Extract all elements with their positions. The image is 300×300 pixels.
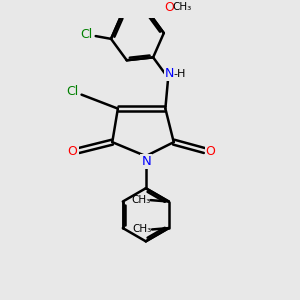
Text: N: N (165, 67, 174, 80)
Text: -H: -H (174, 69, 186, 79)
Text: O: O (68, 146, 77, 158)
Text: O: O (206, 146, 216, 158)
Text: CH₃: CH₃ (131, 195, 151, 205)
Text: Cl: Cl (81, 28, 93, 41)
Text: CH₃: CH₃ (133, 224, 152, 235)
Text: N: N (142, 155, 151, 168)
Text: Cl: Cl (67, 85, 79, 98)
Text: O: O (165, 1, 175, 14)
Text: CH₃: CH₃ (173, 2, 192, 13)
